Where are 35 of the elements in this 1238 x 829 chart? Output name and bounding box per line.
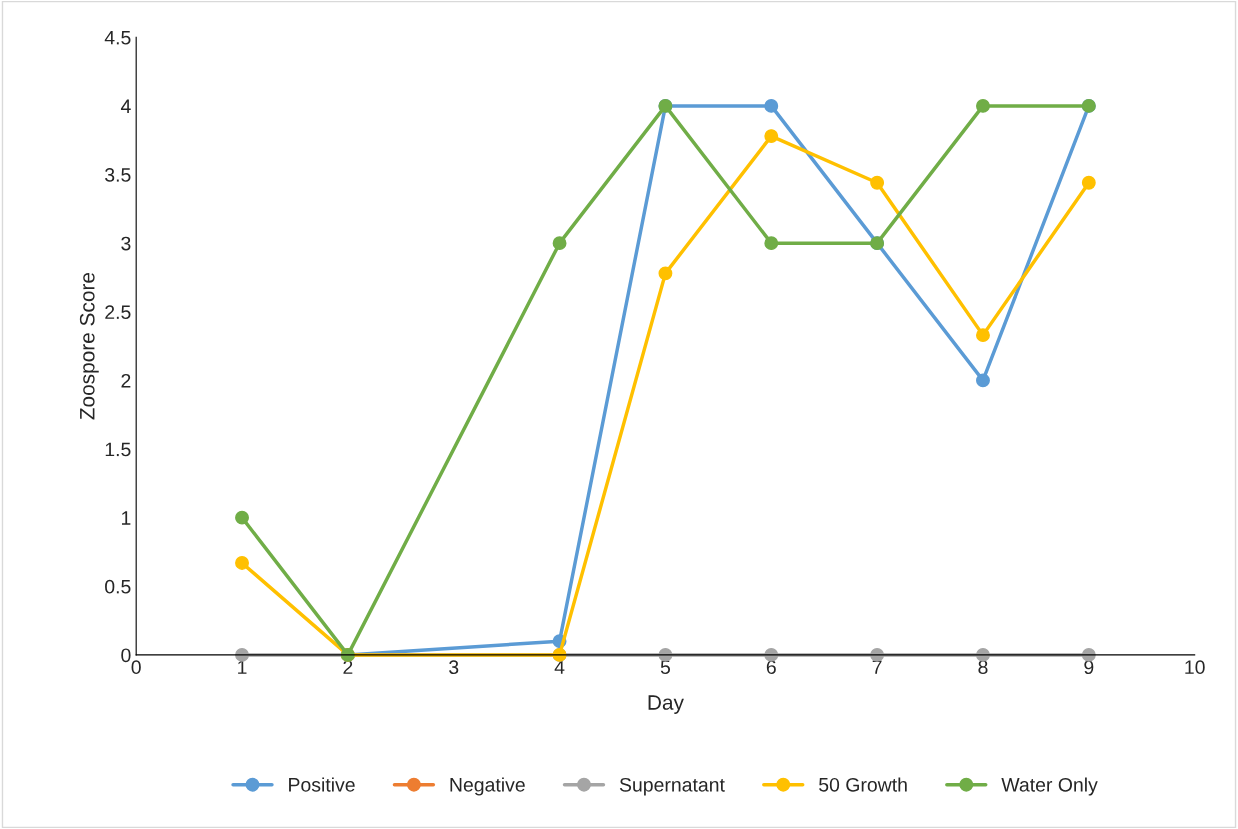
y-tick-label: 0 bbox=[121, 648, 131, 663]
y-tick-label: 4 bbox=[120, 99, 131, 113]
point bbox=[552, 236, 567, 251]
legend-label: 50 Growth bbox=[819, 777, 907, 792]
y-tick-label: 2 bbox=[121, 373, 131, 388]
point bbox=[235, 556, 249, 570]
point bbox=[870, 175, 885, 190]
y-tick-label: 1 bbox=[121, 511, 131, 525]
x-tick-label: 3 bbox=[449, 660, 459, 675]
y-tick-label: 4.5 bbox=[104, 30, 131, 45]
point bbox=[658, 266, 673, 281]
y-tick-label: 3 bbox=[121, 236, 131, 251]
point bbox=[1081, 175, 1096, 190]
x-axis-title: Day bbox=[648, 695, 684, 714]
x-tick-label: 0 bbox=[131, 660, 141, 675]
y-tick-label: 3.5 bbox=[105, 168, 131, 182]
point bbox=[976, 328, 990, 343]
legend-label: Negative bbox=[450, 777, 525, 796]
y-axis-title: Zoospore Score bbox=[79, 272, 99, 420]
y-tick-label: 2.5 bbox=[105, 305, 131, 320]
x-tick-label: 4 bbox=[554, 660, 565, 674]
x-tick-label: 10 bbox=[1185, 660, 1205, 675]
point bbox=[764, 236, 779, 251]
point bbox=[235, 510, 249, 525]
point bbox=[976, 98, 990, 113]
point bbox=[764, 129, 779, 144]
y-tick-label: 1.5 bbox=[105, 442, 131, 457]
y-tick-label: 0.5 bbox=[105, 579, 131, 594]
legend-label: Positive bbox=[289, 777, 355, 792]
x-tick-label: 1 bbox=[238, 660, 247, 674]
legend-label: Supernatant bbox=[619, 777, 725, 796]
point bbox=[764, 98, 779, 113]
legend-label: Water Only bbox=[1001, 777, 1098, 796]
x-tick-label: 6 bbox=[766, 660, 776, 675]
point bbox=[976, 373, 990, 388]
